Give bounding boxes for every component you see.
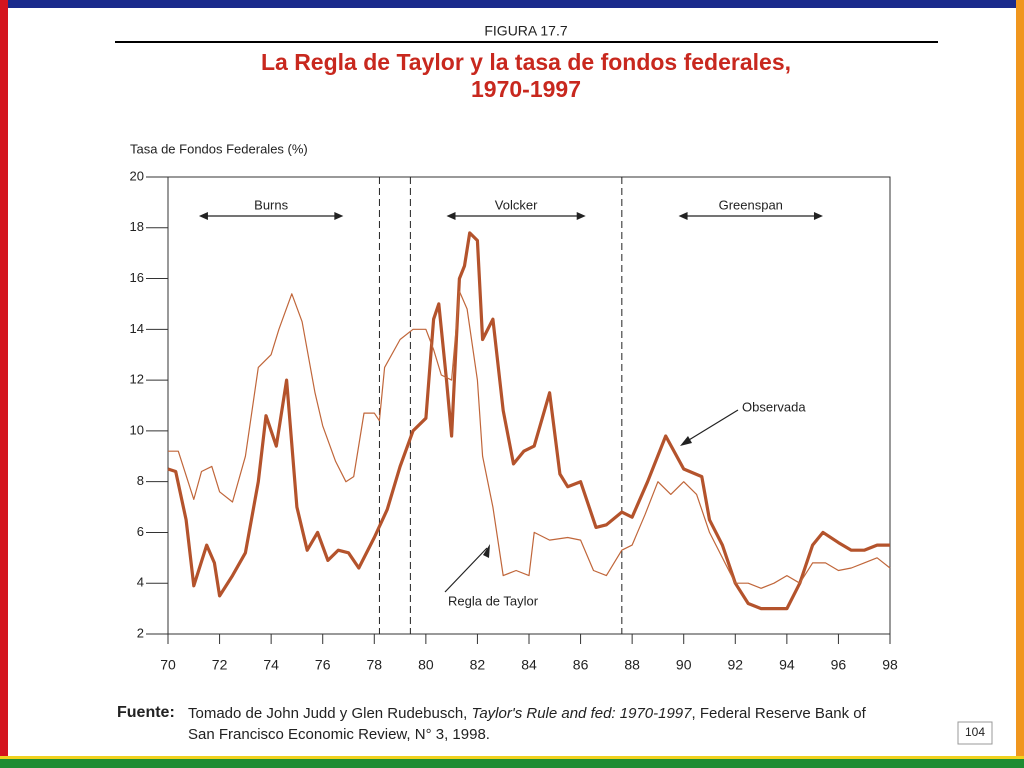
arrow-head <box>446 212 456 220</box>
x-tick-label: 78 <box>366 657 382 673</box>
x-tick-label: 80 <box>418 657 434 673</box>
y-axis-label: Tasa de Fondos Federales (%) <box>130 141 308 156</box>
period-label: Burns <box>254 197 288 212</box>
x-tick-label: 90 <box>676 657 692 673</box>
source-text: Tomado de John Judd y Glen Rudebusch, Ta… <box>188 705 867 722</box>
period-label: Volcker <box>495 197 538 212</box>
annotation-arrow <box>444 547 488 593</box>
y-tick-label: 8 <box>137 473 144 488</box>
chart-title: 1970-1997 <box>471 76 581 102</box>
annotation: Observada <box>742 399 806 414</box>
left-bar <box>0 0 8 760</box>
y-tick-label: 12 <box>130 372 144 387</box>
source-label: Fuente: <box>117 704 175 721</box>
arrow-head <box>576 212 586 220</box>
annotation-arrow <box>683 409 739 444</box>
top-bar <box>0 0 1024 8</box>
series-line <box>168 290 891 589</box>
x-tick-label: 92 <box>727 657 743 673</box>
x-tick-label: 88 <box>624 657 640 673</box>
source-part: Tomado de John Judd y Glen Rudebusch, <box>188 705 467 722</box>
source-part: , Federal Reserve Bank of <box>692 705 867 722</box>
y-tick-label: 14 <box>130 321 144 336</box>
x-tick-label: 98 <box>882 657 898 673</box>
arrow-head <box>334 212 344 220</box>
arrow-head <box>678 212 688 220</box>
x-tick-label: 72 <box>212 657 228 673</box>
arrow-head <box>813 212 823 220</box>
x-tick-label: 70 <box>160 657 176 673</box>
bottom-bar <box>0 758 1024 768</box>
source-part: Taylor's Rule and fed: 1970-1997 <box>472 705 693 722</box>
arrow-head <box>483 544 490 558</box>
y-tick-label: 10 <box>130 422 144 437</box>
figure-label: FIGURA 17.7 <box>484 23 567 39</box>
arrow-head <box>680 436 692 446</box>
y-tick-label: 6 <box>137 524 144 539</box>
y-tick-label: 18 <box>130 219 144 234</box>
y-tick-label: 16 <box>130 270 144 285</box>
x-tick-label: 76 <box>315 657 331 673</box>
page-number: 104 <box>965 725 985 739</box>
y-tick-label: 4 <box>137 575 144 590</box>
series-line <box>167 231 890 611</box>
x-tick-label: 84 <box>521 657 537 673</box>
annotation: Regla de Taylor <box>448 593 539 608</box>
chart-title: La Regla de Taylor y la tasa de fondos f… <box>261 49 791 75</box>
source-text: San Francisco Economic Review, N° 3, 199… <box>188 726 490 743</box>
x-tick-label: 86 <box>573 657 589 673</box>
arrow-head <box>198 212 208 220</box>
period-label: Greenspan <box>719 197 783 212</box>
y-tick-label: 2 <box>137 625 144 640</box>
x-tick-label: 82 <box>470 657 486 673</box>
page-number-box <box>957 721 993 745</box>
bottom-stripe <box>0 756 1024 759</box>
x-tick-label: 94 <box>779 657 795 673</box>
x-tick-label: 74 <box>263 657 279 673</box>
right-bar <box>1016 0 1024 760</box>
x-tick-label: 96 <box>831 657 847 673</box>
plot: 2 4 6 8 10 12 14 16 18 20 70 72 74 76 78 80 82 84 86 88 90 92… <box>130 168 898 672</box>
y-tick-label: 20 <box>130 168 144 183</box>
